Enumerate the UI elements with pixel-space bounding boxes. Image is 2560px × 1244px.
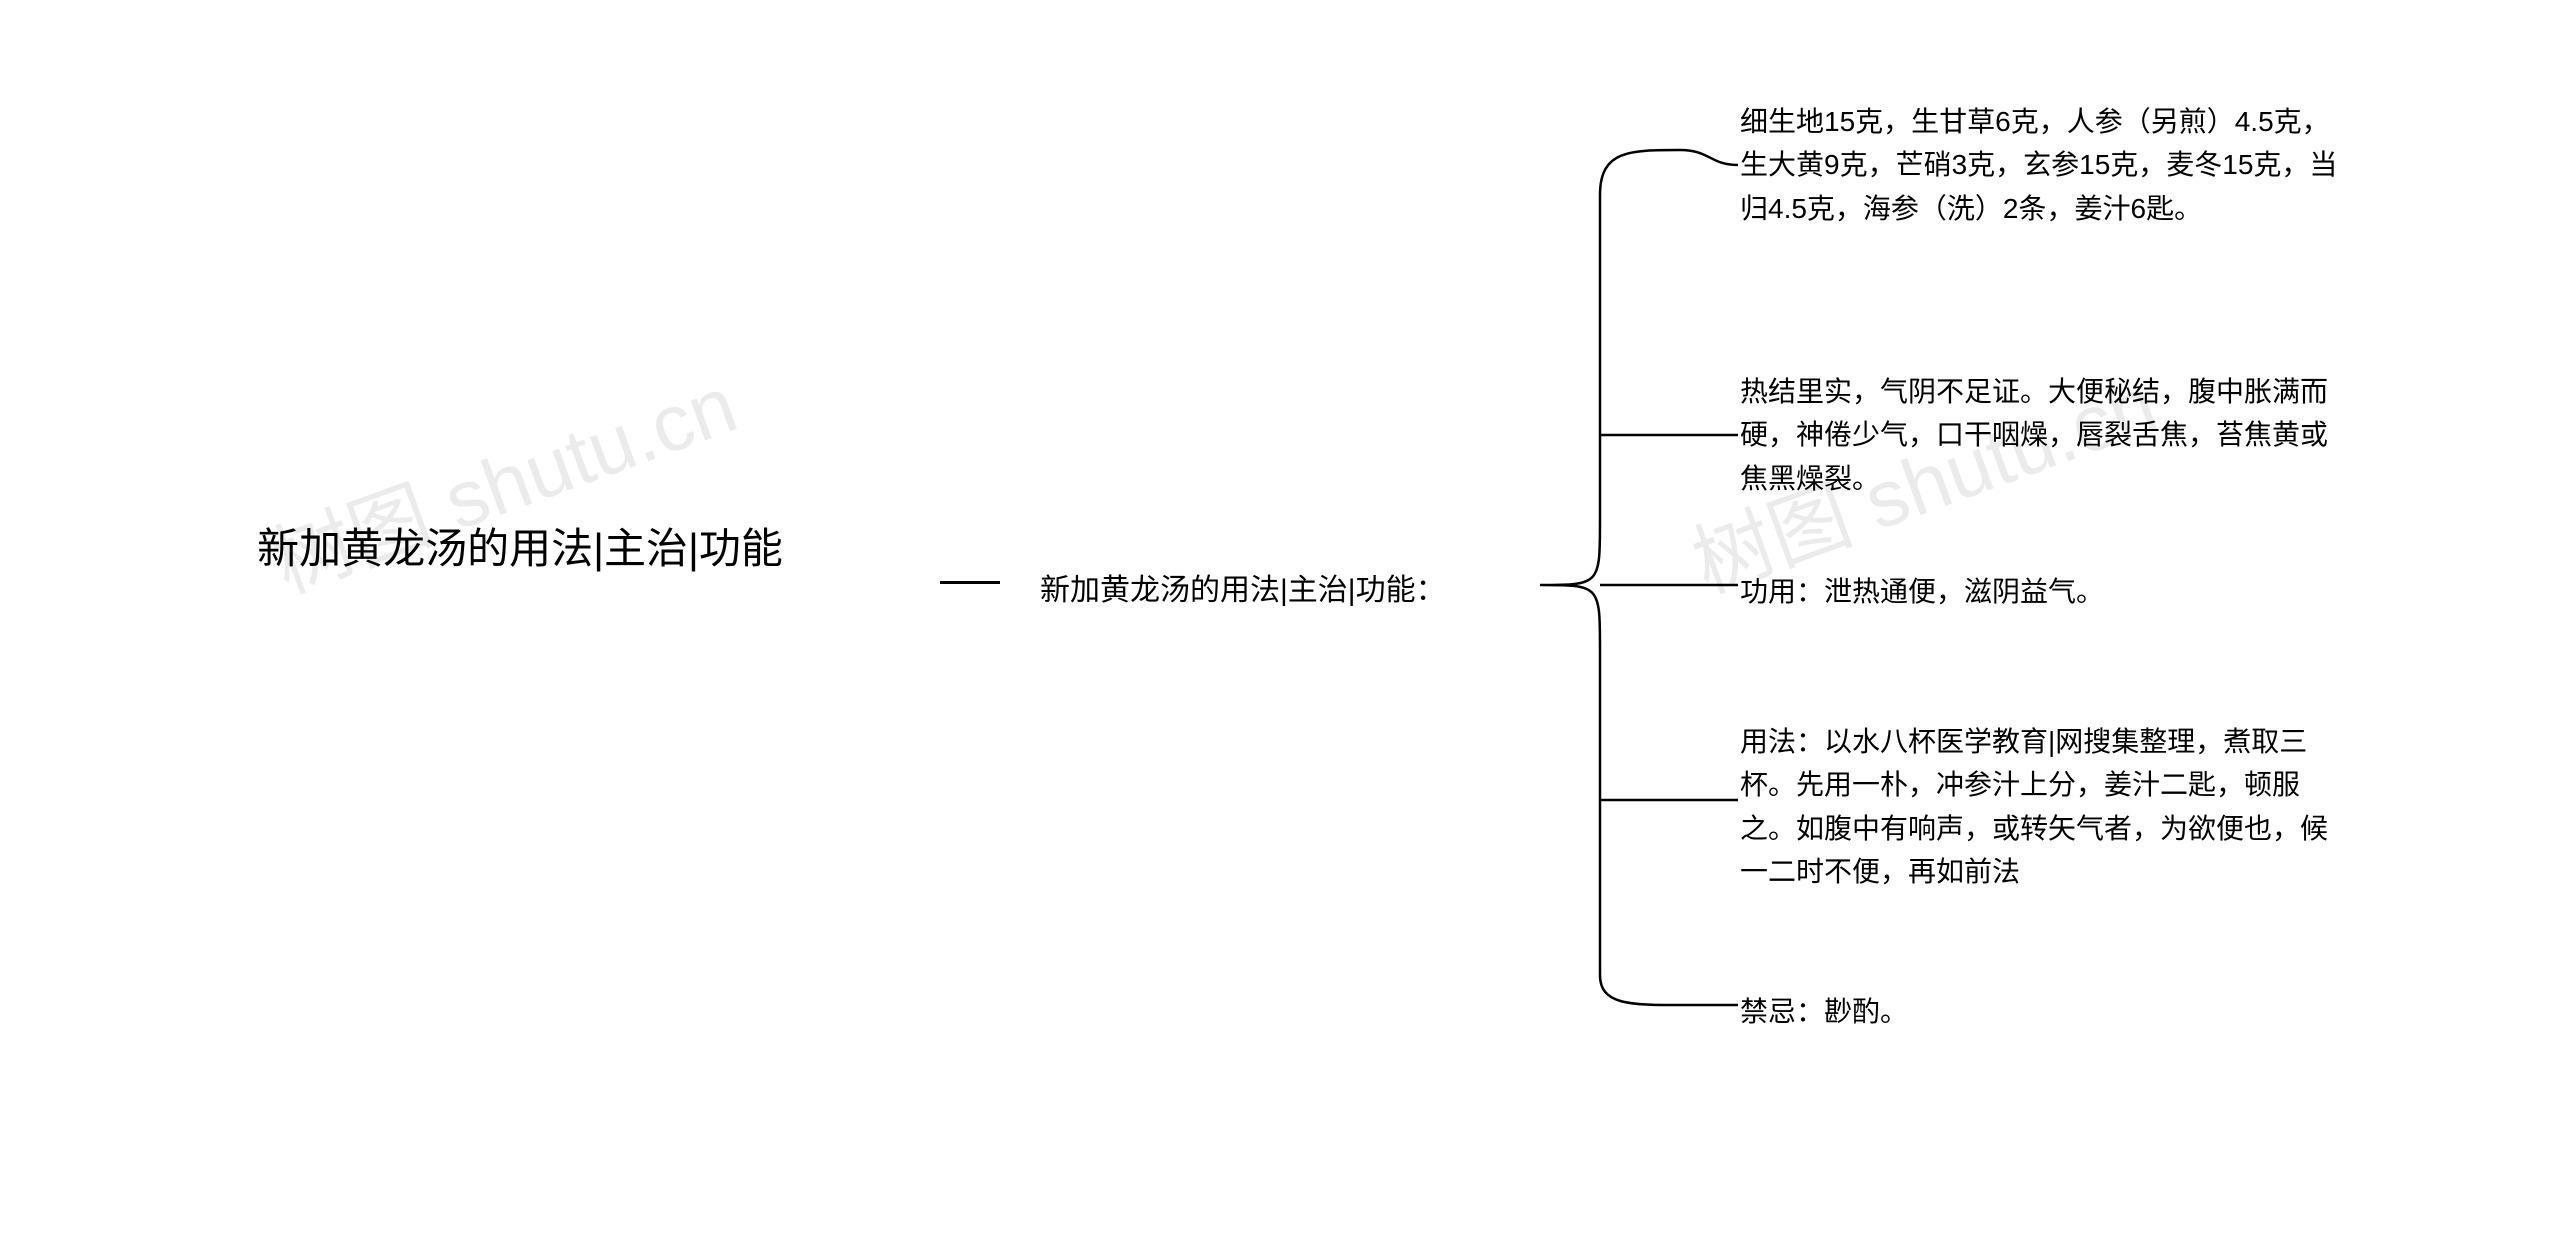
root-node: 新加黄龙汤的用法|主治|功能: [230, 520, 810, 579]
leaf-node: 禁忌：尠酌。: [1740, 990, 2340, 1033]
leaf-node: 用法：以水八杯医学教育|网搜集整理，煮取三杯。先用一朴，冲参汁上分，姜汁二匙，顿…: [1740, 720, 2340, 894]
mindmap-canvas: 树图 shutu.cn 树图 shutu.cn 新加黄龙汤的用法|主治|功能 新…: [0, 0, 2560, 1244]
leaf-node: 细生地15克，生甘草6克，人参（另煎）4.5克，生大黄9克，芒硝3克，玄参15克…: [1740, 100, 2340, 230]
curly-brace: [1540, 100, 1740, 1020]
leaf-node: 功用：泄热通便，滋阴益气。: [1740, 570, 2340, 613]
leaf-node: 热结里实，气阴不足证。大便秘结，腹中胀满而硬，神倦少气，口干咽燥，唇裂舌焦，苔焦…: [1740, 370, 2340, 500]
connector-root-level1: [940, 581, 1000, 584]
level1-node: 新加黄龙汤的用法|主治|功能：: [1040, 565, 1446, 609]
